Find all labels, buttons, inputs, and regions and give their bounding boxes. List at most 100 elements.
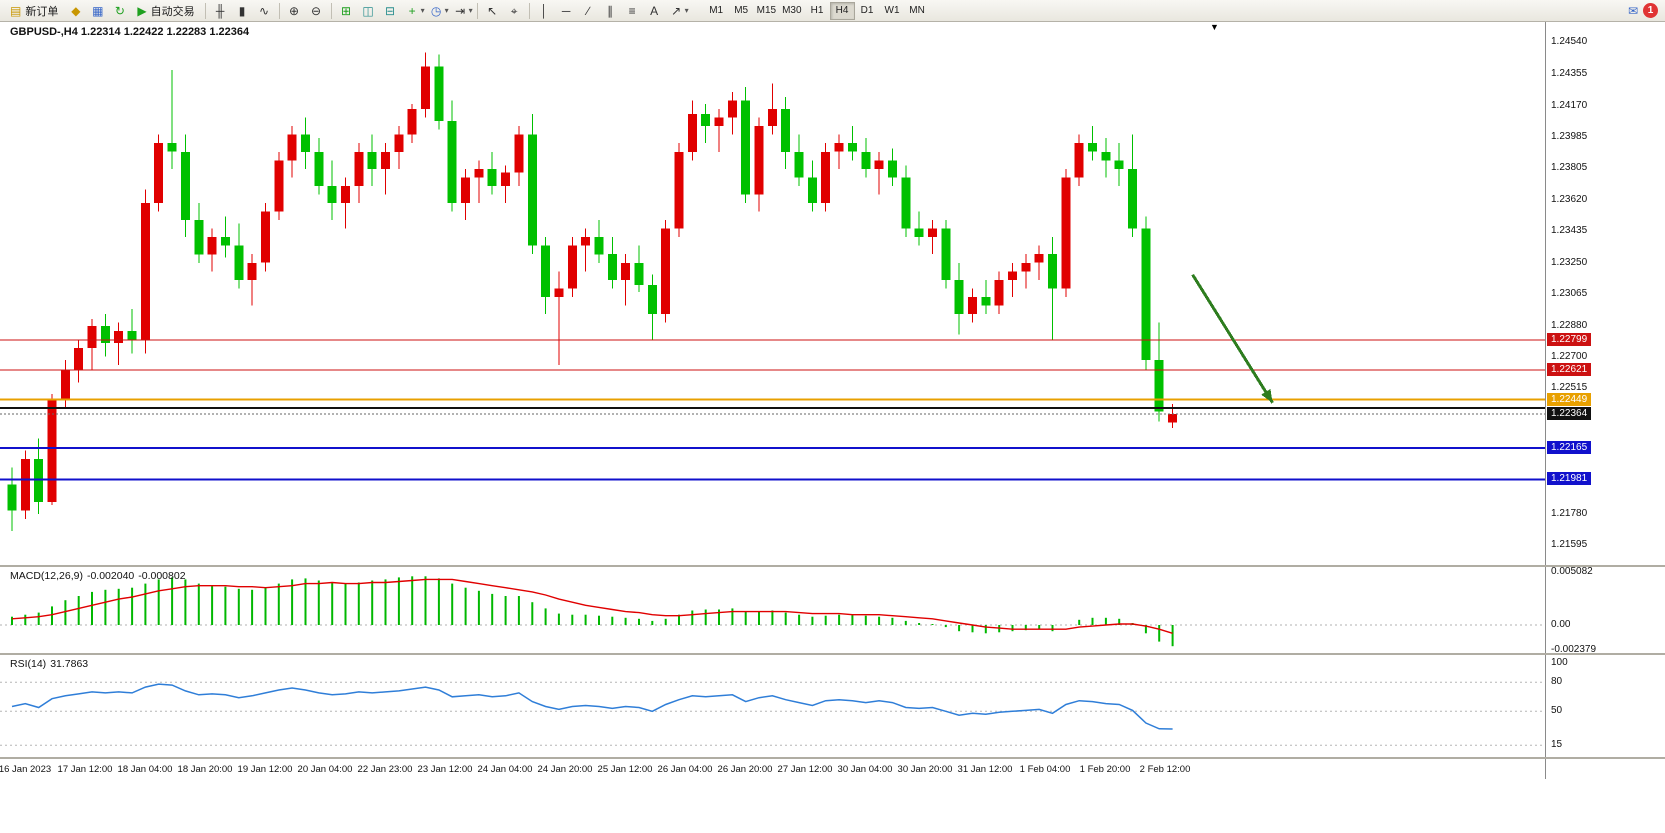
macd-title: MACD(12,26,9)	[10, 570, 83, 582]
candle-body	[741, 100, 751, 195]
profile-icon[interactable]: ◆	[65, 1, 86, 20]
timeframe-button-m5[interactable]: M5	[729, 2, 754, 20]
cascade-windows-button[interactable]: ◫	[358, 1, 379, 20]
macd-axis-tick: 0.005082	[1551, 566, 1593, 578]
price-tick: 1.24355	[1551, 68, 1588, 80]
time-axis[interactable]: 16 Jan 2023 17 Jan 12:00 18 Jan 04:00 18 Ja…	[0, 759, 1545, 779]
panel-resize-separator[interactable]	[0, 757, 1665, 759]
arrange-windows-button[interactable]: ⊟	[380, 1, 401, 20]
timeframe-button-w1[interactable]: W1	[880, 2, 905, 20]
macd-chart[interactable]	[0, 567, 1545, 653]
zoom-out-button[interactable]: ⊖	[306, 1, 327, 20]
candle-body	[1101, 151, 1111, 161]
candle-body	[754, 126, 764, 195]
candle-body	[47, 399, 57, 502]
tile-windows-button[interactable]: ⊞	[336, 1, 357, 20]
price-badge: 1.22449	[1547, 392, 1592, 406]
new-order-button[interactable]: ▤ 新订单	[4, 1, 64, 20]
timeframe-button-mn[interactable]: MN	[905, 2, 930, 20]
horizontal-line-tool-button[interactable]: ─	[556, 1, 577, 20]
autotrading-button[interactable]: ▶ 自动交易	[131, 1, 200, 20]
candle-body	[861, 151, 871, 169]
rsi-value: 31.7863	[50, 658, 89, 670]
price-tick: 1.23620	[1551, 193, 1588, 205]
rsi-chart[interactable]	[0, 655, 1545, 757]
rsi-line	[11, 683, 1173, 730]
candle-body	[968, 296, 977, 314]
macd-signal-value: -0.000802	[138, 570, 186, 582]
candle-body	[127, 331, 137, 340]
arrows-caret-icon[interactable]: ▾	[684, 6, 689, 15]
new-chart-caret-icon[interactable]: ▾	[420, 6, 425, 15]
candle-body	[434, 66, 444, 121]
notifications-icon[interactable]: ✉	[1627, 3, 1638, 18]
clock-caret-icon[interactable]: ▾	[444, 6, 449, 15]
quote-header-text: GBPUSD-,H4 1.22314 1.22422 1.22283 1.223…	[10, 26, 250, 38]
period-clock-button[interactable]: ◷	[426, 1, 447, 20]
chart-window: GBPUSD-,H4 1.22314 1.22422 1.22283 1.223…	[0, 22, 1665, 833]
candle-body	[220, 237, 230, 246]
price-tick: 1.24170	[1551, 99, 1588, 111]
shift-caret-icon[interactable]: ▾	[468, 6, 473, 15]
bars-chart-button[interactable]: ╫	[210, 1, 231, 20]
candle-body	[594, 237, 604, 255]
new-chart-button[interactable]: +	[402, 1, 423, 20]
fibonacci-tool-button[interactable]: ≡	[622, 1, 643, 20]
candle-body	[367, 151, 377, 169]
timeframe-button-d1[interactable]: D1	[855, 2, 880, 20]
panel-resize-separator[interactable]	[0, 653, 1665, 655]
time-axis-label: 27 Jan 12:00	[777, 764, 833, 775]
macd-label: MACD(12,26,9) -0.002040 -0.000802	[10, 570, 190, 582]
trend-arrow[interactable]	[1191, 273, 1274, 404]
timeframe-button-h4[interactable]: H4	[829, 1, 855, 20]
candlestick-chart-button[interactable]: ▮	[232, 1, 253, 20]
candle-body	[1074, 143, 1084, 178]
timeframe-button-m1[interactable]: M1	[704, 2, 729, 20]
line-chart-button[interactable]: ∿	[254, 1, 275, 20]
vertical-line-tool-button[interactable]: │	[534, 1, 555, 20]
rsi-axis-tick: 50	[1551, 705, 1563, 717]
zoom-in-button[interactable]: ⊕	[284, 1, 305, 20]
market-watch-icon[interactable]: ▦	[87, 1, 108, 20]
timeframe-button-h1[interactable]: H1	[805, 2, 830, 20]
time-axis-label: 1 Feb 20:00	[1079, 764, 1131, 775]
price-tick: 1.22700	[1551, 350, 1588, 362]
time-axis-label: 19 Jan 12:00	[237, 764, 293, 775]
time-axis-label: 18 Jan 04:00	[117, 764, 173, 775]
cursor-tool-button[interactable]: ↖	[482, 1, 503, 20]
trendline-tool-button[interactable]: ∕	[578, 1, 599, 20]
candle-body	[140, 203, 150, 340]
candle-body	[607, 254, 617, 280]
candle-body	[100, 325, 110, 343]
toolbar-separator	[476, 2, 478, 19]
candlestick-chart[interactable]	[0, 22, 1545, 565]
chart-shift-button[interactable]: ⇥	[450, 1, 471, 20]
time-axis-label: 31 Jan 12:00	[957, 764, 1013, 775]
candle-body	[687, 114, 697, 152]
macd-value: -0.002040	[86, 570, 135, 582]
timeframe-button-m15[interactable]: M15	[754, 2, 779, 20]
play-icon: ▶	[137, 3, 147, 18]
candle-body	[794, 151, 804, 178]
candle-body	[1061, 177, 1071, 289]
candle-body	[261, 211, 270, 263]
text-tool-button[interactable]: A	[644, 1, 665, 20]
channel-tool-button[interactable]: ∥	[600, 1, 621, 20]
refresh-icon[interactable]: ↻	[109, 1, 130, 20]
candle-body	[487, 168, 497, 186]
candle-body	[461, 177, 471, 203]
time-axis-label: 16 Jan 2023	[0, 764, 52, 775]
timeframe-button-m30[interactable]: M30	[779, 2, 804, 20]
toolbar-separator	[330, 2, 332, 19]
notification-badge[interactable]: 1	[1643, 3, 1658, 18]
candle-body	[901, 177, 911, 229]
arrows-tool-button[interactable]: ↗	[666, 1, 687, 20]
price-axis[interactable]: 1.24540 1.24355 1.24170 1.23985 1.23805 1.236…	[1545, 22, 1665, 779]
panel-resize-separator[interactable]	[0, 565, 1665, 567]
candle-body	[928, 228, 937, 238]
chart-shift-marker[interactable]: ▼	[1210, 22, 1219, 32]
time-axis-label: 22 Jan 23:00	[357, 764, 413, 775]
toolbar-separator	[528, 2, 530, 19]
crosshair-tool-button[interactable]: ⌖	[504, 1, 525, 20]
candle-body	[474, 168, 484, 178]
